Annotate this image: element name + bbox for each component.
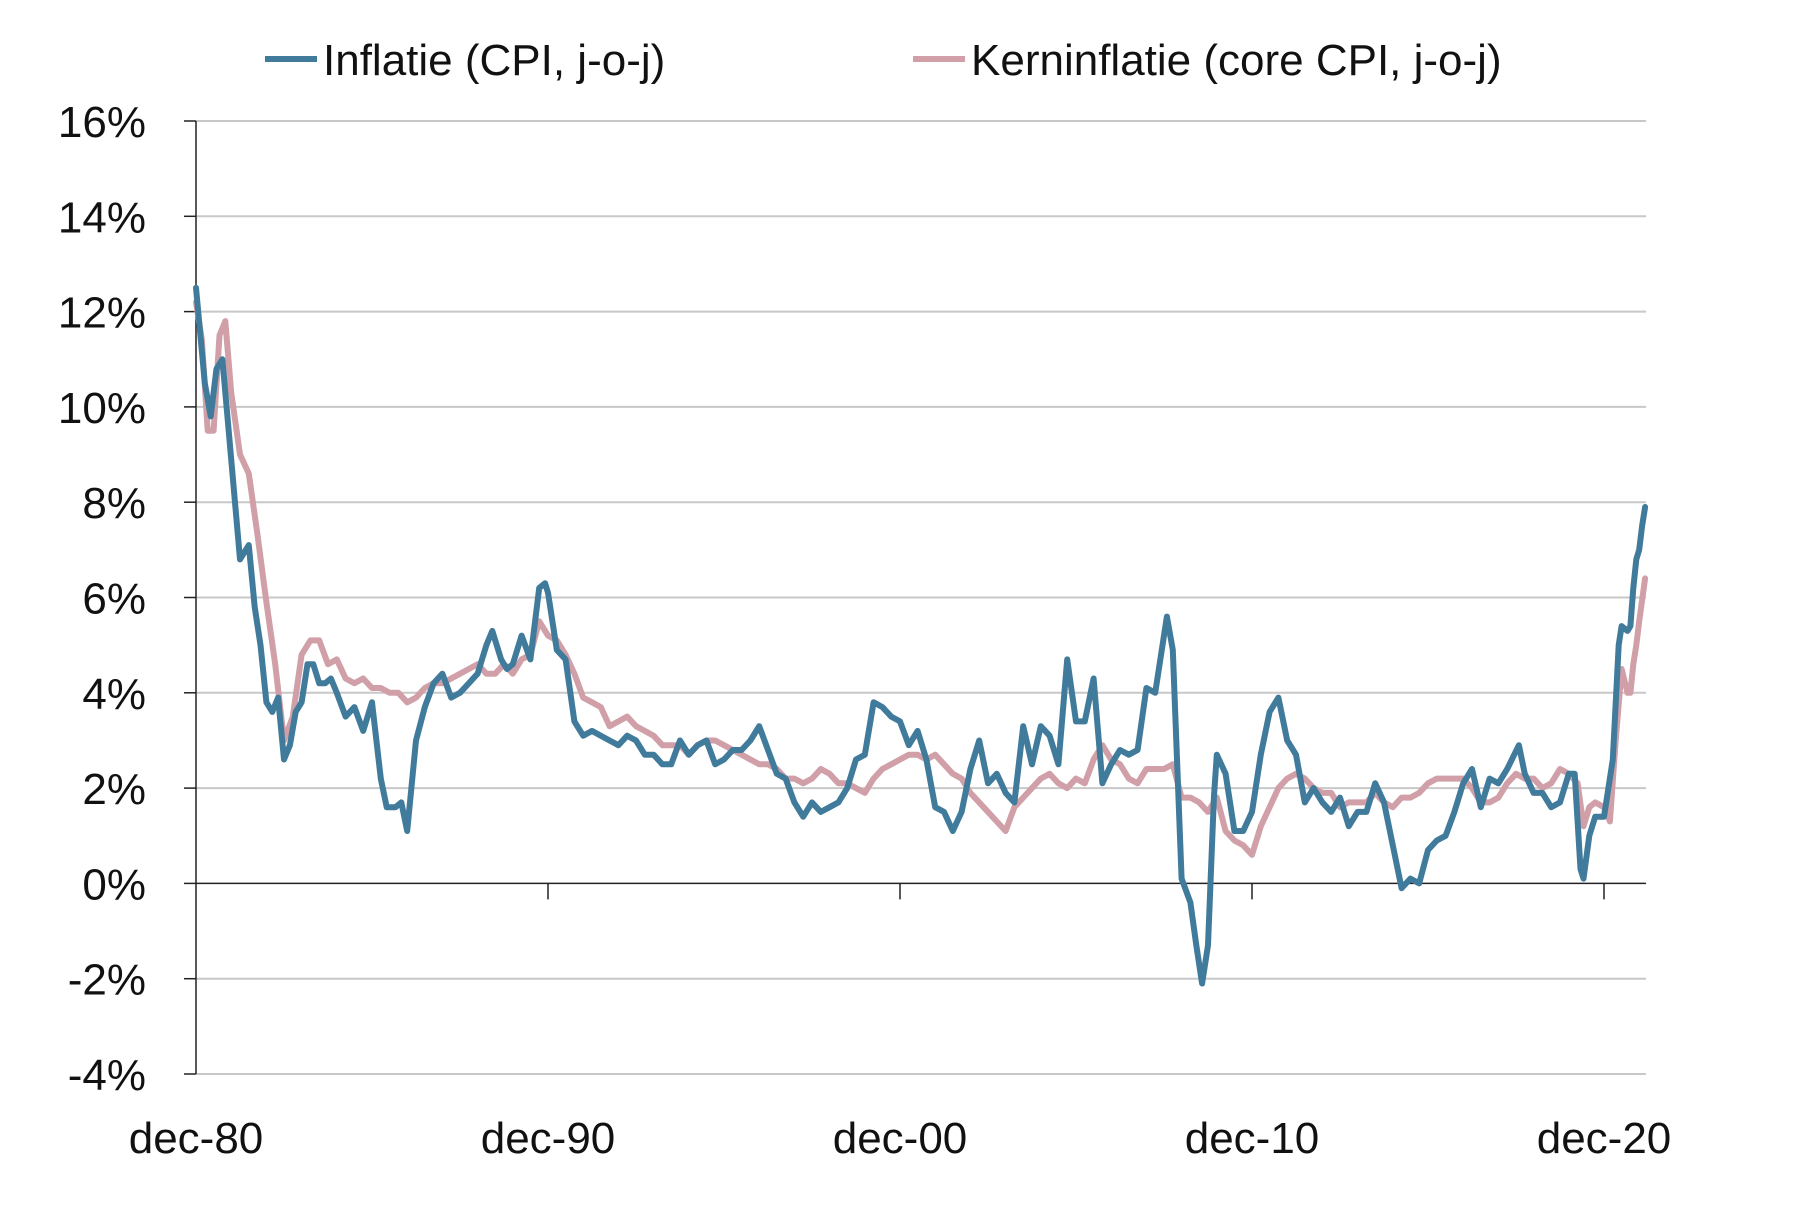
y-tick-label: -2%	[68, 956, 146, 1005]
y-tick-label: 16%	[58, 98, 146, 147]
gridlines	[196, 120, 1646, 1075]
y-tick-label: 6%	[82, 575, 146, 624]
y-tick-label: 12%	[58, 289, 146, 338]
y-tick-label: 0%	[82, 860, 146, 909]
series-line-inflatie	[193, 284, 1649, 987]
y-axis: 16% 14% 12% 10% 8% 6% 4% 2% 0% -2% -4%	[58, 98, 197, 1100]
legend-label-kerninflatie: Kerninflatie (core CPI, j-o-j)	[971, 36, 1502, 85]
y-tick-label: 10%	[58, 384, 146, 433]
x-tick-label: dec-90	[481, 1114, 616, 1163]
y-tick-label: 14%	[58, 193, 146, 242]
x-tick-label: dec-20	[1537, 1114, 1672, 1163]
legend-label-inflatie: Inflatie (CPI, j-o-j)	[323, 36, 665, 85]
series-lines	[193, 284, 1649, 987]
y-tick-label: 4%	[82, 670, 146, 719]
x-axis: dec-80 dec-90 dec-00 dec-10 dec-20	[129, 882, 1672, 1163]
x-tick-label: dec-10	[1185, 1114, 1320, 1163]
y-tick-label: 8%	[82, 479, 146, 528]
y-tick-label: 2%	[82, 765, 146, 814]
x-tick-label: dec-80	[129, 1114, 264, 1163]
x-tick-label: dec-00	[833, 1114, 968, 1163]
legend: Inflatie (CPI, j-o-j) Kerninflatie (core…	[265, 36, 1502, 85]
y-tick-label: -4%	[68, 1051, 146, 1100]
